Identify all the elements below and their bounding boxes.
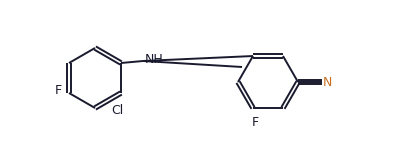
Text: N: N <box>323 75 332 88</box>
Text: F: F <box>252 116 259 129</box>
Text: F: F <box>55 84 62 98</box>
Text: NH: NH <box>145 53 164 66</box>
Text: Cl: Cl <box>111 104 123 117</box>
